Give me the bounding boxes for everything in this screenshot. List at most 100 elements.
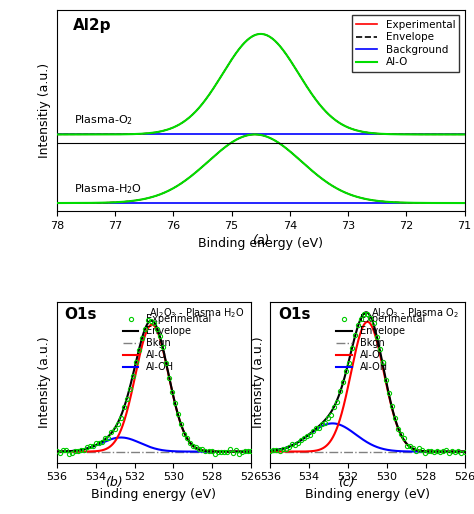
Envelope xyxy=(248,449,254,455)
X-axis label: Binding energy (eV): Binding energy (eV) xyxy=(198,236,323,250)
Experimental xyxy=(453,449,458,455)
Experimental xyxy=(362,310,367,317)
Al-OH xyxy=(302,435,308,441)
Al-O xyxy=(201,448,206,454)
Al-O xyxy=(54,449,60,455)
Bkgn xyxy=(267,449,273,455)
Legend: Experimental, Envelope, Bkgn, Al-O, Al-OH: Experimental, Envelope, Bkgn, Al-O, Al-O… xyxy=(334,311,428,375)
X-axis label: Binding energy (eV): Binding energy (eV) xyxy=(305,488,430,501)
Envelope xyxy=(184,435,190,441)
Experimental xyxy=(145,317,151,323)
Bkgn xyxy=(88,449,94,455)
Al-OH xyxy=(118,434,124,440)
Experimental xyxy=(100,439,105,446)
Experimental xyxy=(267,448,273,454)
Experimental xyxy=(157,333,163,339)
X-axis label: Binding energy (eV): Binding energy (eV) xyxy=(91,488,217,501)
Text: (c): (c) xyxy=(337,476,355,489)
Experimental xyxy=(224,449,229,455)
Bkgn xyxy=(414,449,419,455)
Al-OH xyxy=(184,449,190,455)
Al-O xyxy=(184,435,190,441)
Bkgn xyxy=(302,449,308,455)
Al-OH xyxy=(382,446,388,452)
Envelope xyxy=(169,386,174,392)
Y-axis label: Intensity (a.u.): Intensity (a.u.) xyxy=(252,336,265,428)
Bkgn xyxy=(397,449,403,455)
Y-axis label: Intensitiy (a.u.): Intensitiy (a.u.) xyxy=(38,63,51,158)
Al-OH xyxy=(398,448,403,454)
Al-O xyxy=(398,431,403,437)
Al-OH xyxy=(356,433,361,439)
Bkgn xyxy=(318,449,323,455)
Line: Al-OH: Al-OH xyxy=(57,437,251,452)
Line: Envelope: Envelope xyxy=(57,321,251,452)
Line: Experimental: Experimental xyxy=(55,318,253,456)
Al-O xyxy=(302,448,308,454)
Envelope xyxy=(267,448,273,454)
Experimental xyxy=(462,449,467,455)
Experimental xyxy=(459,450,465,456)
Al-O xyxy=(88,448,94,454)
Text: Plasma-H$_2$O: Plasma-H$_2$O xyxy=(74,182,142,196)
Line: Al-O: Al-O xyxy=(57,325,251,452)
Text: O1s: O1s xyxy=(278,306,310,322)
Al-O xyxy=(365,319,370,325)
Envelope xyxy=(88,444,94,450)
Al-O xyxy=(356,338,361,344)
Al-O xyxy=(414,447,419,453)
Text: (a): (a) xyxy=(252,234,269,247)
Al-O xyxy=(382,375,388,381)
Al-OH xyxy=(169,448,174,454)
Al-OH xyxy=(201,449,206,455)
Experimental xyxy=(54,448,60,454)
Envelope xyxy=(54,448,60,454)
Experimental xyxy=(236,451,242,457)
Al-OH xyxy=(88,444,94,450)
Al-OH xyxy=(330,420,336,427)
Al-O xyxy=(104,446,109,452)
Experimental xyxy=(313,425,319,431)
Al-OH xyxy=(104,438,109,444)
Al-O xyxy=(318,446,323,452)
Envelope xyxy=(318,421,323,428)
Bkgn xyxy=(142,449,147,455)
Al-O xyxy=(142,334,147,340)
Al-O xyxy=(248,449,254,455)
Envelope xyxy=(462,449,467,455)
Envelope xyxy=(382,373,388,379)
Text: (b): (b) xyxy=(105,476,123,489)
Bkgn xyxy=(183,449,189,455)
Bkgn xyxy=(54,449,60,455)
Text: O1s: O1s xyxy=(64,306,97,322)
Y-axis label: Intensity (a.u.): Intensity (a.u.) xyxy=(38,336,51,428)
Bkgn xyxy=(462,449,467,455)
Line: Al-OH: Al-OH xyxy=(270,424,465,452)
Al-O xyxy=(169,386,174,392)
Al-O xyxy=(267,449,273,455)
Experimental xyxy=(371,320,376,326)
Al-OH xyxy=(462,449,467,455)
Bkgn xyxy=(382,449,388,455)
Legend: Experimental, Envelope, Background, Al-O: Experimental, Envelope, Background, Al-O xyxy=(352,15,459,71)
Experimental xyxy=(438,449,443,455)
Envelope xyxy=(356,322,361,328)
Text: Al2p: Al2p xyxy=(73,19,112,33)
Al-OH xyxy=(414,449,419,455)
Line: Envelope: Envelope xyxy=(270,313,465,452)
Experimental xyxy=(349,344,355,351)
Envelope xyxy=(302,434,308,440)
Text: Al$_2$O$_3$ - Plasma H$_2$O: Al$_2$O$_3$ - Plasma H$_2$O xyxy=(149,306,245,320)
Bkgn xyxy=(104,449,109,455)
Envelope xyxy=(201,448,206,454)
Envelope xyxy=(414,447,419,453)
Experimental xyxy=(248,448,254,454)
Envelope xyxy=(398,430,403,436)
Al-OH xyxy=(54,448,60,454)
Bkgn xyxy=(356,449,361,455)
Legend: Experimental, Envelope, Bkgn, Al-O, Al-OH: Experimental, Envelope, Bkgn, Al-O, Al-O… xyxy=(120,311,214,375)
Experimental xyxy=(112,426,118,432)
Line: Experimental: Experimental xyxy=(268,311,466,455)
Bkgn xyxy=(168,449,174,455)
Line: Al-O: Al-O xyxy=(270,322,465,452)
